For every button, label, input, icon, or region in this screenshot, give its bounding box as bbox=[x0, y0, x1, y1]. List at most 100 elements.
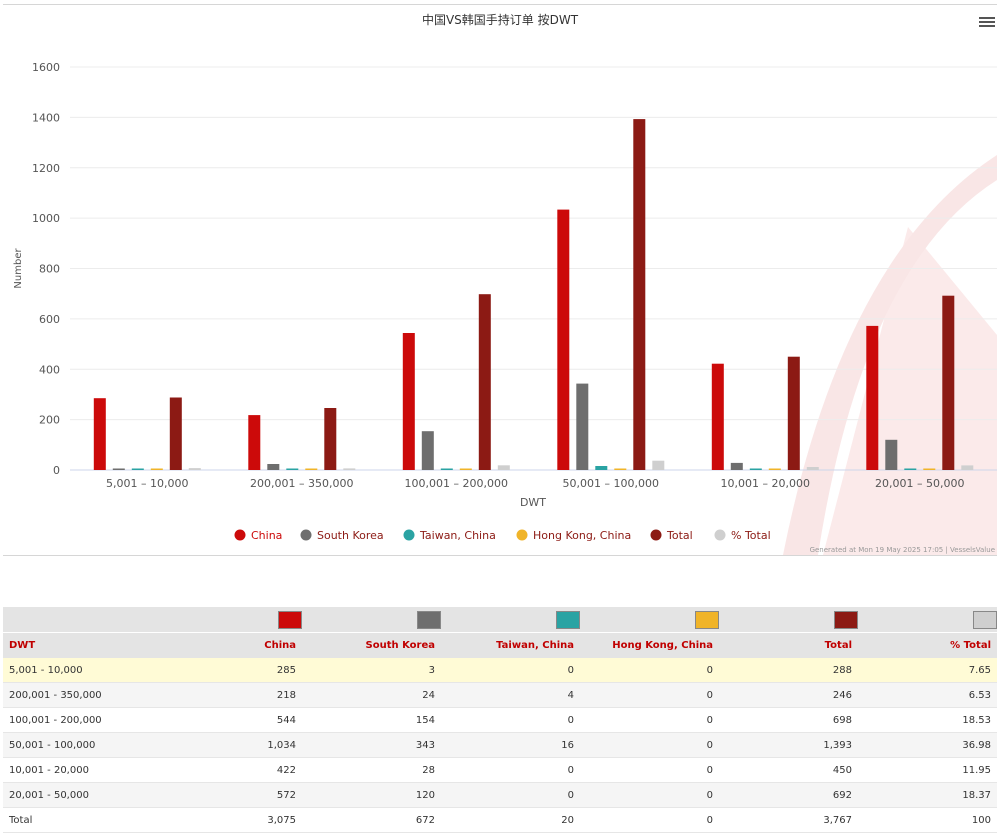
table-cell: 0 bbox=[441, 707, 580, 733]
table-cell: 288 bbox=[719, 658, 858, 683]
bar-china[interactable] bbox=[93, 398, 106, 470]
bar-south-korea[interactable] bbox=[112, 468, 125, 471]
data-table-container: DWT China South Korea Taiwan, China Hong… bbox=[3, 607, 997, 833]
bar-china[interactable] bbox=[402, 333, 415, 470]
bar-hong-kong-china[interactable] bbox=[614, 468, 627, 471]
x-tick-label: 200,001 – 350,000 bbox=[250, 477, 353, 490]
bar--total[interactable] bbox=[188, 468, 201, 470]
table-cell: 3 bbox=[302, 658, 441, 683]
column-header-taiwan[interactable]: Taiwan, China bbox=[441, 632, 580, 658]
data-table: DWT China South Korea Taiwan, China Hong… bbox=[3, 607, 997, 833]
x-tick-label: 100,001 – 200,000 bbox=[405, 477, 508, 490]
y-tick-label: 0 bbox=[53, 464, 60, 477]
legend-marker bbox=[234, 529, 246, 541]
table-cell: 692 bbox=[719, 782, 858, 808]
legend-item-south-korea[interactable]: South Korea bbox=[300, 529, 384, 542]
table-cell: 3,075 bbox=[163, 807, 302, 833]
x-tick-label: 20,001 – 50,000 bbox=[875, 477, 964, 490]
bar-hong-kong-china[interactable] bbox=[150, 468, 163, 471]
bar-south-korea[interactable] bbox=[421, 431, 434, 470]
chart-credit: Generated at Mon 19 May 2025 17:05 | Ves… bbox=[810, 546, 995, 554]
bar-hong-kong-china[interactable] bbox=[305, 468, 318, 471]
legend-label: South Korea bbox=[317, 529, 384, 542]
bar-china[interactable] bbox=[866, 325, 879, 470]
bar-chart: 中国VS韩国手持订单 按DWT 0 200 400 600 800 1000 1200 1400… bbox=[13, 12, 997, 555]
bar--total[interactable] bbox=[497, 465, 510, 470]
table-cell: 0 bbox=[580, 807, 719, 833]
legend-marker bbox=[714, 529, 726, 541]
table-cell: 672 bbox=[302, 807, 441, 833]
bar-taiwan-china[interactable] bbox=[595, 466, 608, 470]
bar-taiwan-china[interactable] bbox=[440, 468, 453, 471]
table-cell: 36.98 bbox=[858, 732, 997, 758]
legend-marker bbox=[516, 529, 528, 541]
table-cell: 18.37 bbox=[858, 782, 997, 808]
bar--total[interactable] bbox=[806, 467, 819, 470]
table-row[interactable]: 200,001 - 350,000 218 24 4 0 246 6.53 bbox=[3, 682, 997, 708]
bar-south-korea[interactable] bbox=[576, 383, 589, 470]
column-header-pct-total[interactable]: % Total bbox=[858, 632, 997, 658]
column-header-dwt[interactable]: DWT bbox=[3, 632, 163, 658]
hamburger-menu-icon[interactable] bbox=[979, 15, 995, 29]
table-row[interactable]: 5,001 - 10,000 285 3 0 0 288 7.65 bbox=[3, 658, 997, 683]
table-total-row[interactable]: Total 3,075 672 20 0 3,767 100 bbox=[3, 807, 997, 833]
bar-south-korea[interactable] bbox=[730, 462, 743, 470]
column-header-china[interactable]: China bbox=[163, 632, 302, 658]
bar-total[interactable] bbox=[324, 408, 337, 470]
bar-south-korea[interactable] bbox=[267, 464, 280, 470]
table-cell: 50,001 - 100,000 bbox=[3, 732, 163, 758]
table-cell: 24 bbox=[302, 682, 441, 708]
china-swatch bbox=[278, 610, 302, 629]
table-cell: 6.53 bbox=[858, 682, 997, 708]
legend-item-china[interactable]: China bbox=[234, 529, 283, 542]
bar-taiwan-china[interactable] bbox=[749, 468, 762, 471]
bar--total[interactable] bbox=[652, 460, 665, 470]
bar-hong-kong-china[interactable] bbox=[768, 468, 781, 471]
legend-label: China bbox=[251, 529, 282, 542]
y-tick-label: 1600 bbox=[32, 61, 60, 74]
bar-china[interactable] bbox=[557, 209, 570, 470]
table-cell: 1,393 bbox=[719, 732, 858, 758]
table-cell: 0 bbox=[580, 732, 719, 758]
table-cell: 0 bbox=[441, 757, 580, 783]
column-header-south-korea[interactable]: South Korea bbox=[302, 632, 441, 658]
legend-item--total[interactable]: % Total bbox=[714, 529, 771, 542]
y-tick-label: 200 bbox=[39, 414, 60, 427]
bar-china[interactable] bbox=[248, 415, 261, 470]
column-header-hong-kong[interactable]: Hong Kong, China bbox=[580, 632, 719, 658]
y-tick-label: 1400 bbox=[32, 111, 60, 124]
bar-total[interactable] bbox=[787, 356, 800, 470]
table-row[interactable]: 20,001 - 50,000 572 120 0 0 692 18.37 bbox=[3, 782, 997, 808]
bar-total[interactable] bbox=[633, 119, 646, 470]
bar--total[interactable] bbox=[961, 465, 974, 470]
table-cell: 246 bbox=[719, 682, 858, 708]
bar-taiwan-china[interactable] bbox=[904, 468, 917, 471]
bar-total[interactable] bbox=[478, 294, 491, 470]
column-header-total[interactable]: Total bbox=[719, 632, 858, 658]
bar-taiwan-china[interactable] bbox=[286, 468, 299, 471]
table-cell: 20 bbox=[441, 807, 580, 833]
legend-item-hong-kong-china[interactable]: Hong Kong, China bbox=[516, 529, 632, 542]
table-row[interactable]: 10,001 - 20,000 422 28 0 0 450 11.95 bbox=[3, 757, 997, 783]
x-tick-label: 10,001 – 20,000 bbox=[721, 477, 810, 490]
y-tick-label: 1000 bbox=[32, 212, 60, 225]
bar-total[interactable] bbox=[942, 295, 955, 470]
table-cell: 4 bbox=[441, 682, 580, 708]
bar-taiwan-china[interactable] bbox=[131, 468, 144, 471]
bar-hong-kong-china[interactable] bbox=[923, 468, 936, 471]
swatch-cell bbox=[441, 607, 580, 633]
table-cell: 11.95 bbox=[858, 757, 997, 783]
table-row[interactable]: 50,001 - 100,000 1,034 343 16 0 1,393 36.98 bbox=[3, 732, 997, 758]
swatch-cell bbox=[719, 607, 858, 633]
legend-item-total[interactable]: Total bbox=[650, 529, 693, 542]
y-axis-label: Number bbox=[13, 248, 24, 289]
bar-china[interactable] bbox=[711, 363, 724, 470]
bar--total[interactable] bbox=[343, 468, 356, 470]
legend-item-taiwan-china[interactable]: Taiwan, China bbox=[403, 529, 496, 542]
table-row[interactable]: 100,001 - 200,000 544 154 0 0 698 18.53 bbox=[3, 707, 997, 733]
table-body: 5,001 - 10,000 285 3 0 0 288 7.65 200,001 - 350… bbox=[3, 658, 997, 833]
bar-hong-kong-china[interactable] bbox=[459, 468, 472, 471]
table-cell: 1,034 bbox=[163, 732, 302, 758]
bar-total[interactable] bbox=[169, 397, 182, 471]
bar-south-korea[interactable] bbox=[885, 439, 898, 470]
